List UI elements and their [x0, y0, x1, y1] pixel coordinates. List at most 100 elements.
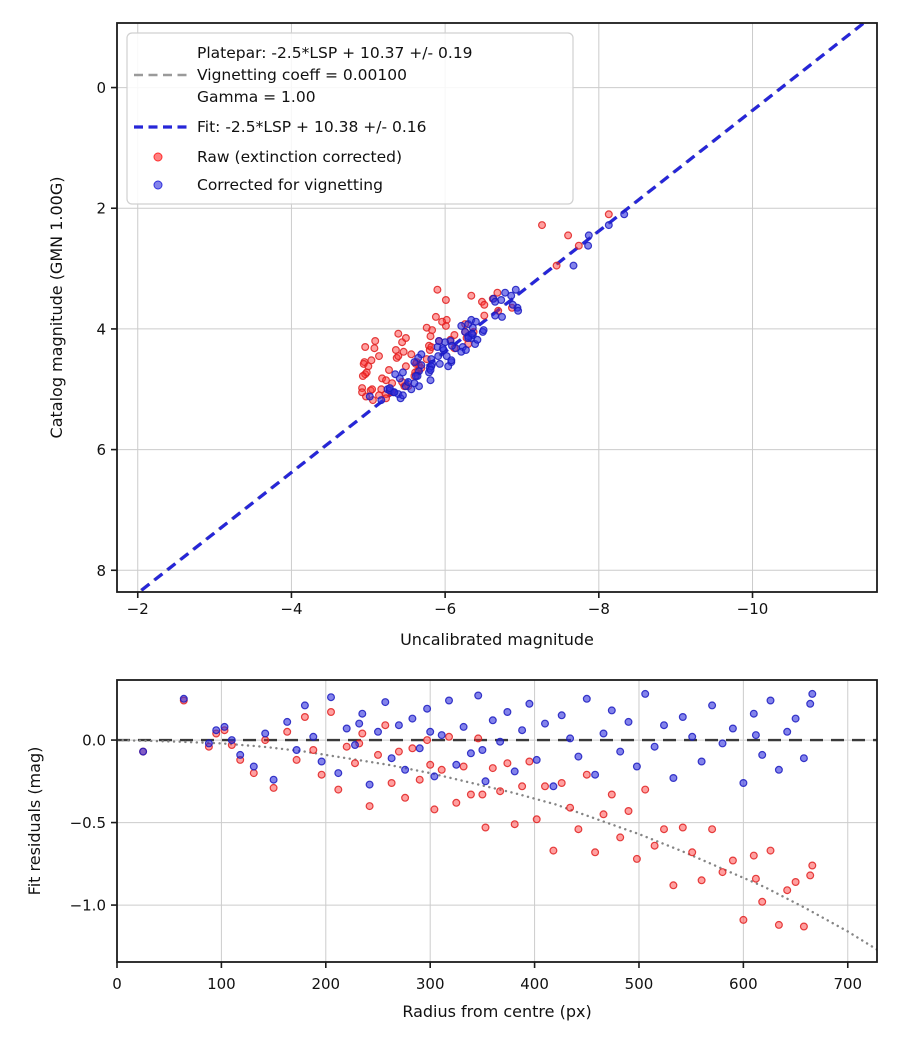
raw-residuals-point — [358, 729, 367, 738]
raw-residuals-point — [430, 805, 439, 814]
corrected-point — [426, 376, 435, 385]
corrected-residuals-point — [212, 726, 221, 735]
corrected-residuals-point — [607, 706, 616, 715]
raw-residuals-point — [616, 833, 625, 842]
corrected-residuals-point — [236, 750, 245, 759]
raw-point — [375, 352, 384, 361]
corrected-point — [501, 288, 510, 297]
raw-point — [552, 261, 561, 270]
corrected-point — [569, 261, 578, 270]
corrected-residuals-point — [474, 691, 483, 700]
corrected-residuals-point — [503, 707, 512, 716]
raw-residuals-point — [557, 778, 566, 787]
corrected-residuals-point — [317, 757, 326, 766]
corrected-residuals-point — [728, 724, 737, 733]
corrected-point — [508, 300, 517, 309]
raw-residuals-point — [582, 770, 591, 779]
raw-point — [438, 317, 447, 326]
corrected-point — [447, 356, 456, 365]
plot-area — [139, 23, 865, 592]
raw-residuals-point — [806, 871, 815, 880]
raw-residuals-scatter-series — [139, 696, 817, 931]
raw-residuals-point — [401, 793, 410, 802]
tick-labels: 0 100 200 300 400 500 600 700 0.0 −0.5 −1.0 — [70, 732, 863, 993]
corrected-point — [377, 396, 386, 405]
axes-frame — [116, 22, 878, 593]
raw-point — [368, 385, 377, 394]
corrected-point — [604, 221, 613, 230]
corrected-point — [479, 326, 488, 335]
corrected-point — [390, 388, 399, 397]
corrected-point — [426, 366, 435, 375]
raw-residuals-point — [317, 770, 326, 779]
corrected-point — [411, 372, 420, 381]
corrected-residuals-point — [766, 696, 775, 705]
raw-residuals-point — [574, 825, 583, 834]
raw-point — [394, 329, 403, 338]
corrected-residuals-point — [641, 689, 650, 698]
corrected-residuals-point — [249, 762, 258, 771]
corrected-residuals-point — [437, 731, 446, 740]
corrected-residuals-point — [650, 742, 659, 751]
raw-residuals-point — [549, 846, 558, 855]
raw-point — [399, 347, 408, 356]
corrected-residuals-point — [426, 727, 435, 736]
raw-residuals-point — [659, 825, 668, 834]
raw-point — [407, 350, 416, 359]
corrected-residuals-point — [540, 719, 549, 728]
tick-marks — [111, 739, 849, 968]
legend-label: Raw (extinction corrected) — [197, 148, 402, 166]
raw-residuals-point — [334, 785, 343, 794]
corrected-residuals-point — [374, 727, 383, 736]
raw-residuals-point — [327, 707, 336, 716]
corrected-residuals-point — [616, 747, 625, 756]
x-axis-label: Radius from centre (px) — [402, 1002, 591, 1021]
corrected-residuals-point — [532, 755, 541, 764]
raw-point — [401, 334, 410, 343]
y-axis-tick-label: 8 — [96, 562, 106, 580]
raw-residuals-point — [591, 848, 600, 857]
x-axis-tick-label: −10 — [737, 600, 769, 618]
x-axis-tick-label: 100 — [207, 975, 236, 993]
raw-point — [564, 231, 573, 240]
corrected-point — [511, 285, 520, 294]
raw-point — [401, 362, 410, 371]
y-axis-tick-label: 4 — [96, 320, 106, 338]
corrected-residuals-point — [751, 731, 760, 740]
raw-residuals-point — [437, 765, 446, 774]
raw-residuals-point — [766, 846, 775, 855]
raw-residuals-point — [669, 881, 678, 890]
corrected-point — [433, 343, 442, 352]
raw-residuals-point — [365, 802, 374, 811]
corrected-residuals-point — [351, 740, 360, 749]
raw-residuals-point — [525, 757, 534, 766]
raw-residuals-point — [697, 876, 706, 885]
raw-residuals-point — [739, 915, 748, 924]
raw-residuals-point — [292, 755, 301, 764]
x-axis-tick-label: −2 — [127, 600, 149, 618]
raw-residuals-point — [394, 747, 403, 756]
corrected-residuals-point — [478, 745, 487, 754]
raw-residuals-point — [496, 787, 505, 796]
corrected-point — [398, 368, 407, 377]
x-axis-tick-label: −8 — [588, 600, 610, 618]
corrected-point — [391, 370, 400, 379]
y-axis-tick-label: 0.0 — [82, 732, 106, 750]
raw-residuals-point — [488, 764, 497, 773]
vignetting-model-curve — [117, 738, 877, 951]
legend-label: Corrected for vignetting — [197, 176, 383, 194]
corrected-residuals-point — [574, 752, 583, 761]
corrected-residuals-point — [227, 736, 236, 745]
legend-label: Vignetting coeff = 0.00100 — [197, 66, 407, 84]
corrected-residuals-point — [459, 722, 468, 731]
fit-line — [140, 23, 865, 592]
raw-residuals-point — [532, 815, 541, 824]
corrected-point — [410, 358, 419, 367]
raw-residuals-point — [607, 790, 616, 799]
corrected-residuals-point — [806, 699, 815, 708]
raw-point — [604, 210, 613, 219]
corrected-residuals-point — [774, 765, 783, 774]
raw-residuals-point — [374, 750, 383, 759]
corrected-residuals-point — [139, 747, 148, 756]
